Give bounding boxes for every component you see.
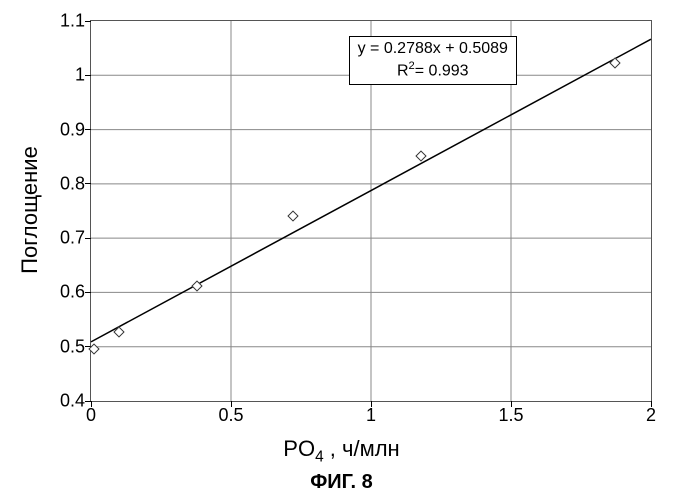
xlabel-suffix: , ч/млн [324,436,400,461]
fit-r2: R2= 0.993 [358,59,508,81]
y-tick-label: 1.1 [45,11,85,32]
x-tick-label: 0 [71,405,111,426]
xlabel-prefix: PO [283,436,315,461]
plot-area: y = 0.2788x + 0.5089 R2= 0.993 0.40.50.6… [90,20,652,402]
x-tick-label: 1 [351,405,391,426]
y-tick-label: 0.5 [45,336,85,357]
x-tick-label: 0.5 [211,405,251,426]
chart-wrapper: Поглощение PO4 , ч/млн ФИГ. 8 y = 0.2788… [0,0,683,500]
y-axis-label: Поглощение [17,146,43,274]
x-tick-label: 2 [631,405,671,426]
y-tickmark [85,75,91,76]
fit-equation: y = 0.2788x + 0.5089 [358,39,508,59]
fit-annotation-box: y = 0.2788x + 0.5089 R2= 0.993 [349,36,517,84]
y-tickmark [85,21,91,22]
figure-caption: ФИГ. 8 [310,471,373,494]
y-tick-label: 0.7 [45,228,85,249]
y-tick-label: 1 [45,65,85,86]
y-tickmark [85,129,91,130]
y-tick-label: 0.8 [45,173,85,194]
x-axis-label: PO4 , ч/млн [283,436,399,466]
y-tickmark [85,238,91,239]
y-tick-label: 0.6 [45,282,85,303]
y-tick-label: 0.9 [45,119,85,140]
y-tickmark [85,183,91,184]
x-tick-label: 1.5 [491,405,531,426]
y-tickmark [85,292,91,293]
